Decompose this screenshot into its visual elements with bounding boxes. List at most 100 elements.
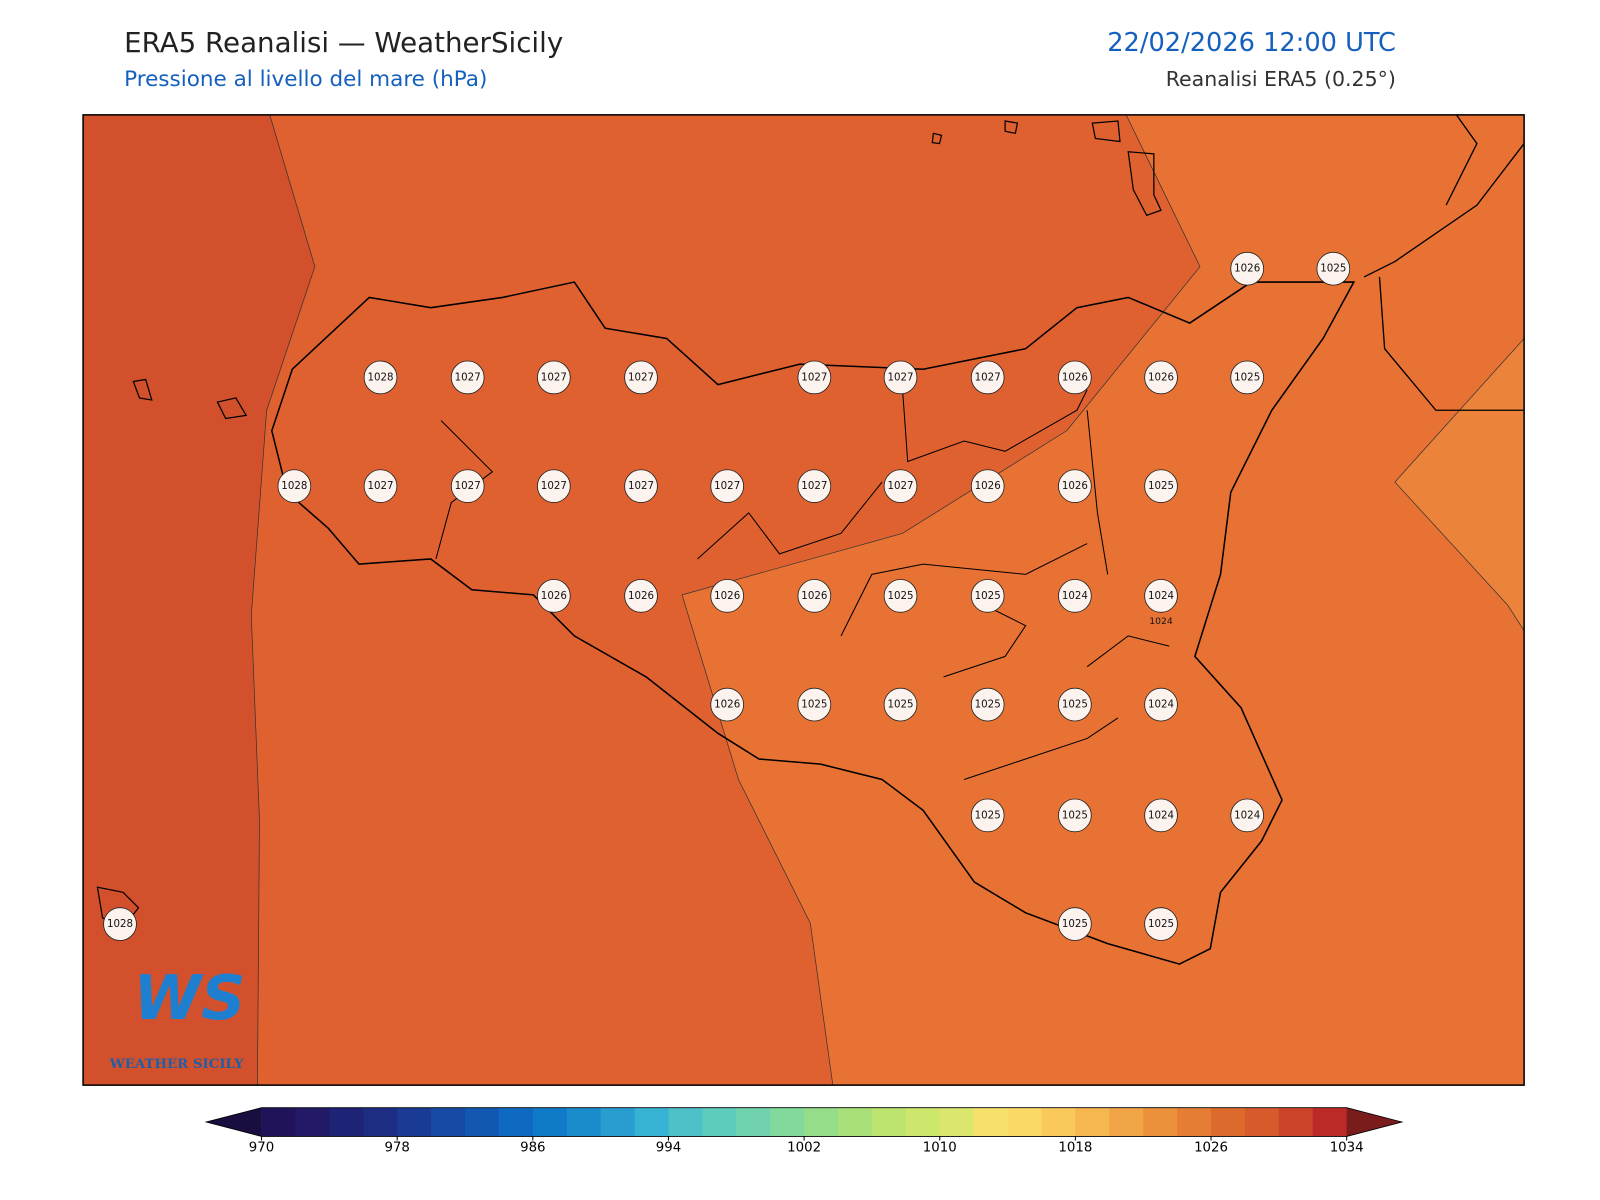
- calabria-coast: [1363, 114, 1525, 411]
- station-value: 1025: [1062, 809, 1088, 821]
- station-value: 1027: [801, 480, 827, 492]
- colorbar-bin: [1177, 1107, 1212, 1137]
- station-value: 1027: [887, 480, 913, 492]
- colorbar-tick-label: 1026: [1194, 1141, 1228, 1156]
- station-value: 1025: [1320, 263, 1346, 275]
- station-marker: [883, 360, 918, 395]
- station-value: 1028: [367, 371, 393, 383]
- colorbar-bin: [804, 1107, 839, 1137]
- station-value: 1027: [367, 480, 393, 492]
- station-value: 1027: [887, 371, 913, 383]
- station-marker: [537, 579, 571, 613]
- station-value: 1026: [628, 590, 654, 602]
- station-marker: [363, 360, 398, 395]
- colorbar-tick-label: 970: [249, 1141, 274, 1156]
- station-value: 1027: [714, 480, 740, 492]
- field-1024: [1394, 337, 1525, 632]
- station-value: 1025: [1062, 918, 1088, 930]
- colorbar-bin: [397, 1107, 432, 1137]
- colorbar-bin: [905, 1107, 941, 1137]
- station-value: 1024: [1148, 699, 1174, 711]
- station-marker: [970, 687, 1005, 722]
- colorbar-bin: [1109, 1107, 1144, 1137]
- station-marker: [624, 579, 658, 613]
- station-marker: [797, 687, 832, 722]
- colorbar-bin: [1312, 1107, 1348, 1137]
- colorbar-bin: [261, 1107, 296, 1137]
- station-value: 1027: [455, 480, 481, 492]
- colorbar-bin: [600, 1107, 636, 1137]
- colorbar-bin: [770, 1107, 805, 1137]
- station-marker: [537, 360, 571, 395]
- colorbar-bin: [871, 1107, 907, 1137]
- station-marker: [537, 469, 571, 503]
- logo-text: WEATHER SICILY: [109, 1056, 244, 1072]
- colorbar-tick-label: 1010: [923, 1141, 957, 1156]
- colorbar-bin: [329, 1107, 364, 1137]
- station-marker: [277, 469, 312, 503]
- source: Reanalisi ERA5 (0.25°): [1166, 67, 1396, 91]
- colorbar-bin: [566, 1107, 602, 1137]
- station-value: 1025: [975, 809, 1001, 821]
- station-marker: [970, 469, 1005, 503]
- station-marker: [883, 469, 918, 503]
- colorbar-bin: [431, 1107, 466, 1137]
- station-marker: [624, 360, 658, 395]
- colorbar-bin: [1041, 1107, 1076, 1137]
- station-marker: [450, 469, 485, 503]
- colorbar-tick-label: 1034: [1330, 1141, 1364, 1156]
- colorbar-bin: [634, 1107, 669, 1137]
- station-value: 1027: [628, 480, 654, 492]
- station-value: 1027: [541, 371, 567, 383]
- colorbar-tick-label: 994: [656, 1141, 681, 1156]
- station-marker: [1144, 579, 1178, 613]
- stations: 1026 1025 1028 1027 1027 1027 1027 1027 1027 1026…: [103, 251, 1351, 941]
- colorbar-bin: [1075, 1107, 1110, 1137]
- map: WS WEATHER SICILY: [82, 114, 1525, 1086]
- subtitle: Pressione al livello del mare (hPa): [124, 67, 487, 92]
- station-value: 1027: [455, 371, 481, 383]
- colorbar-bin: [1211, 1107, 1246, 1137]
- station-value: 1026: [1148, 371, 1174, 383]
- station-marker: [883, 687, 918, 722]
- station-marker: [970, 579, 1005, 613]
- colorbar-bin: [939, 1107, 975, 1137]
- station-marker: [103, 907, 137, 941]
- colorbar-bin: [295, 1107, 330, 1137]
- colorbar-bin: [465, 1107, 500, 1137]
- station-value: 1025: [1148, 480, 1174, 492]
- station-value: 1024: [1234, 809, 1260, 821]
- station-value: 1026: [714, 699, 740, 711]
- station-value: 1027: [541, 480, 567, 492]
- station-marker: [797, 579, 832, 613]
- station-value: 1024: [1062, 590, 1088, 602]
- station-marker: [797, 469, 832, 503]
- station-marker: [1144, 798, 1178, 833]
- station-marker: [363, 469, 398, 503]
- station-marker: [1144, 360, 1178, 395]
- station-marker: [883, 579, 918, 613]
- colorbar-bin: [1244, 1107, 1280, 1137]
- datetime: 22/02/2026 12:00 UTC: [1107, 28, 1396, 58]
- station-marker: [1058, 579, 1092, 613]
- station-marker: [1058, 360, 1092, 395]
- station-value: 1026: [1062, 371, 1088, 383]
- colorbar: 970 978 986 994 1002 1010 1018 1026 1034: [204, 1107, 1404, 1156]
- colorbar-bin: [1143, 1107, 1178, 1137]
- station-value: 1026: [541, 590, 567, 602]
- station-marker: [710, 469, 744, 503]
- colorbar-bin: [363, 1107, 398, 1137]
- station-value: 1025: [887, 699, 913, 711]
- station-marker: [1144, 687, 1178, 722]
- colorbar-bin: [973, 1107, 1009, 1137]
- station-marker: [1230, 360, 1264, 395]
- map-frame: [82, 114, 1525, 1086]
- station-marker: [1316, 251, 1351, 286]
- colorbar-under: [206, 1107, 262, 1137]
- station-value: 1026: [1062, 480, 1088, 492]
- station-marker: [1144, 469, 1178, 503]
- station-value: 1025: [801, 699, 827, 711]
- station-value: 1026: [975, 480, 1001, 492]
- station-value: 1027: [801, 371, 827, 383]
